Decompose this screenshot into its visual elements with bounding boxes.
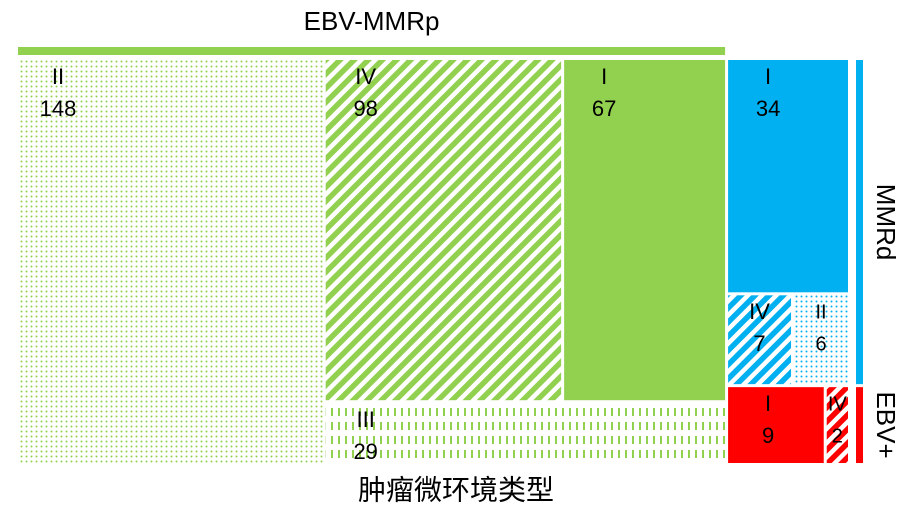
group-label: MMRd xyxy=(871,184,901,261)
cell-category: I xyxy=(765,64,771,89)
cell-value: 2 xyxy=(832,425,843,447)
cell-category: II xyxy=(815,302,826,324)
cell-value: 148 xyxy=(40,96,77,121)
treemap-cell xyxy=(18,60,323,463)
treemap-cell xyxy=(325,60,562,401)
cell-value: 98 xyxy=(353,96,377,121)
treemap-cell xyxy=(728,387,824,463)
cell-category: IV xyxy=(749,299,770,324)
cell-category: IV xyxy=(828,393,848,415)
treemap-cell xyxy=(794,295,848,385)
treemap-cell xyxy=(728,60,848,293)
cell-category: I xyxy=(765,391,771,416)
cell-category: II xyxy=(52,64,64,89)
chart-title: 肿瘤微环境类型 xyxy=(358,474,554,505)
cell-category: III xyxy=(357,407,375,432)
cell-category: I xyxy=(601,64,607,89)
group-bar xyxy=(18,47,726,55)
treemap-cell xyxy=(728,295,792,385)
cell-value: 34 xyxy=(756,96,780,121)
cell-category: IV xyxy=(355,64,376,89)
treemap-cell xyxy=(325,403,726,463)
group-bar xyxy=(856,60,863,385)
cell-value: 6 xyxy=(815,334,826,356)
group-bar xyxy=(856,387,863,463)
cell-value: 67 xyxy=(592,96,616,121)
cell-value: 29 xyxy=(353,439,377,464)
cell-value: 7 xyxy=(753,331,765,356)
treemap-cell xyxy=(564,60,726,401)
group-label: EBV-MMRp xyxy=(304,6,440,36)
group-label: EBV+ xyxy=(871,391,901,458)
treemap-cell xyxy=(826,387,848,463)
cell-value: 9 xyxy=(762,423,774,448)
